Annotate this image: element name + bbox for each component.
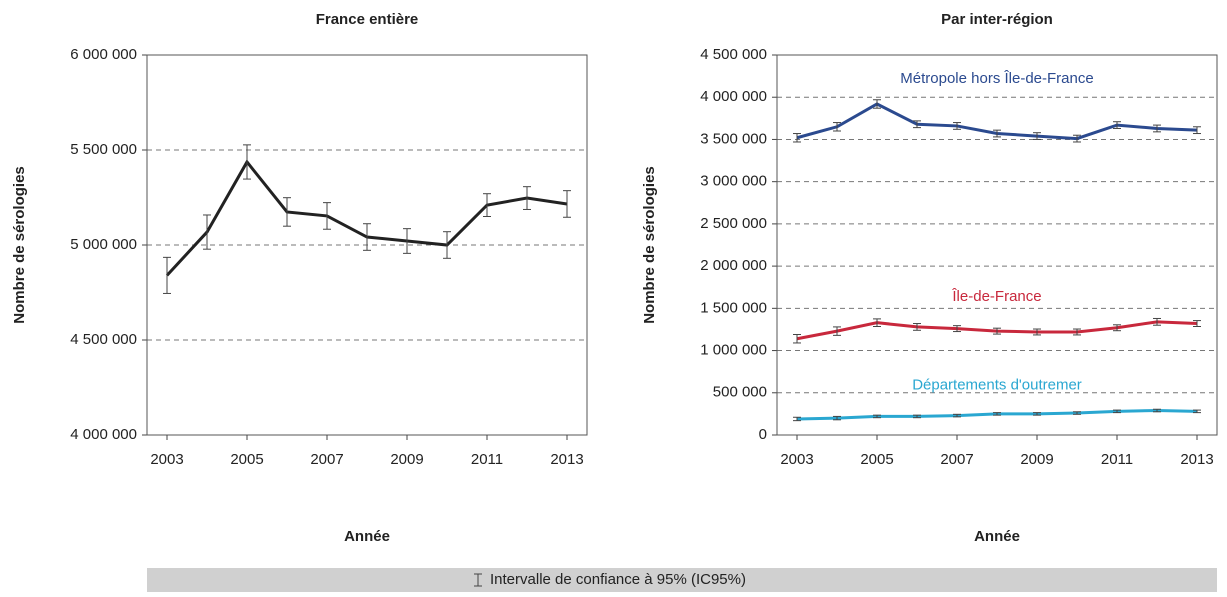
x-axis-label: Année xyxy=(344,528,390,545)
error-bar xyxy=(993,412,1001,416)
error-bar xyxy=(793,133,801,143)
error-bar xyxy=(1193,409,1201,414)
x-tick-label: 2009 xyxy=(390,451,423,468)
error-bar xyxy=(1033,328,1041,336)
error-bar xyxy=(1193,126,1201,135)
error-bar xyxy=(833,326,841,336)
error-bar xyxy=(1153,408,1161,413)
error-bar xyxy=(953,122,961,130)
error-bar xyxy=(283,197,291,227)
x-tick-label: 2007 xyxy=(310,451,343,468)
error-bar xyxy=(1033,412,1041,416)
x-tick-label: 2003 xyxy=(780,451,813,468)
error-bar xyxy=(1033,132,1041,140)
y-tick-label: 3 500 000 xyxy=(700,130,767,147)
y-tick-label: 500 000 xyxy=(713,384,767,401)
error-bar xyxy=(993,129,1001,138)
series-line xyxy=(165,159,568,277)
series-label: Île-de-France xyxy=(951,288,1041,305)
x-tick-label: 2011 xyxy=(471,451,503,468)
ci-icon xyxy=(474,573,482,587)
error-bar xyxy=(1073,411,1081,415)
y-axis-label: Nombre de sérologies xyxy=(641,166,658,324)
error-bar xyxy=(1113,409,1121,414)
error-bar xyxy=(913,414,921,419)
y-tick-label: 3 000 000 xyxy=(700,173,767,190)
error-bar xyxy=(873,414,881,419)
error-bar xyxy=(163,256,171,294)
x-tick-label: 2013 xyxy=(1180,451,1213,468)
error-bar xyxy=(323,202,331,230)
error-bar xyxy=(1073,328,1081,336)
error-bar xyxy=(873,99,881,109)
error-bar xyxy=(1113,121,1121,129)
error-bar xyxy=(1073,134,1081,143)
error-bar xyxy=(833,415,841,421)
y-axis-label: Nombre de sérologies xyxy=(11,166,28,324)
y-tick-label: 1 500 000 xyxy=(700,299,767,316)
error-bar xyxy=(793,416,801,422)
error-bar xyxy=(993,327,1001,335)
series-label: Métropole hors Île-de-France xyxy=(900,70,1093,87)
error-bar xyxy=(913,120,921,129)
error-bar xyxy=(1153,124,1161,133)
y-tick-label: 2 500 000 xyxy=(700,215,767,232)
chart-title: Par inter-région xyxy=(941,11,1053,28)
y-tick-label: 4 000 000 xyxy=(70,426,137,443)
series-label: Départements d'outremer xyxy=(912,376,1082,393)
error-bar xyxy=(483,193,491,217)
error-bar xyxy=(873,318,881,327)
error-bar xyxy=(953,325,961,333)
x-tick-label: 2009 xyxy=(1020,451,1053,468)
x-axis-label: Année xyxy=(974,528,1020,545)
error-bar xyxy=(523,186,531,210)
error-bar xyxy=(1193,320,1201,327)
y-tick-label: 5 500 000 xyxy=(70,141,137,158)
error-bar xyxy=(1153,317,1161,326)
plot-frame xyxy=(776,54,1218,436)
y-tick-label: 4 500 000 xyxy=(700,46,767,63)
error-bar xyxy=(443,231,451,259)
x-tick-label: 2007 xyxy=(940,451,973,468)
error-bar xyxy=(913,323,921,331)
y-tick-label: 4 500 000 xyxy=(70,331,137,348)
plot-frame xyxy=(146,54,588,436)
x-tick-label: 2005 xyxy=(860,451,893,468)
y-tick-label: 1 000 000 xyxy=(700,342,767,359)
error-bar xyxy=(833,122,841,132)
chart-title: France entière xyxy=(316,11,419,28)
legend-band xyxy=(147,568,1217,592)
x-tick-label: 2005 xyxy=(230,451,263,468)
x-tick-label: 2011 xyxy=(1101,451,1133,468)
y-tick-label: 2 000 000 xyxy=(700,257,767,274)
error-bar xyxy=(363,223,371,251)
x-tick-label: 2003 xyxy=(150,451,183,468)
error-bar xyxy=(953,413,961,418)
y-tick-label: 6 000 000 xyxy=(70,46,137,63)
error-bar xyxy=(403,228,411,254)
error-bar xyxy=(243,144,251,180)
x-tick-label: 2013 xyxy=(550,451,583,468)
error-bar xyxy=(563,190,571,218)
error-bar xyxy=(793,334,801,344)
y-tick-label: 0 xyxy=(759,426,767,443)
y-tick-label: 5 000 000 xyxy=(70,236,137,253)
error-bar xyxy=(203,214,211,250)
error-bar xyxy=(1113,324,1121,332)
legend-note: Intervalle de confiance à 95% (IC95%) xyxy=(490,571,746,588)
y-tick-label: 4 000 000 xyxy=(700,88,767,105)
